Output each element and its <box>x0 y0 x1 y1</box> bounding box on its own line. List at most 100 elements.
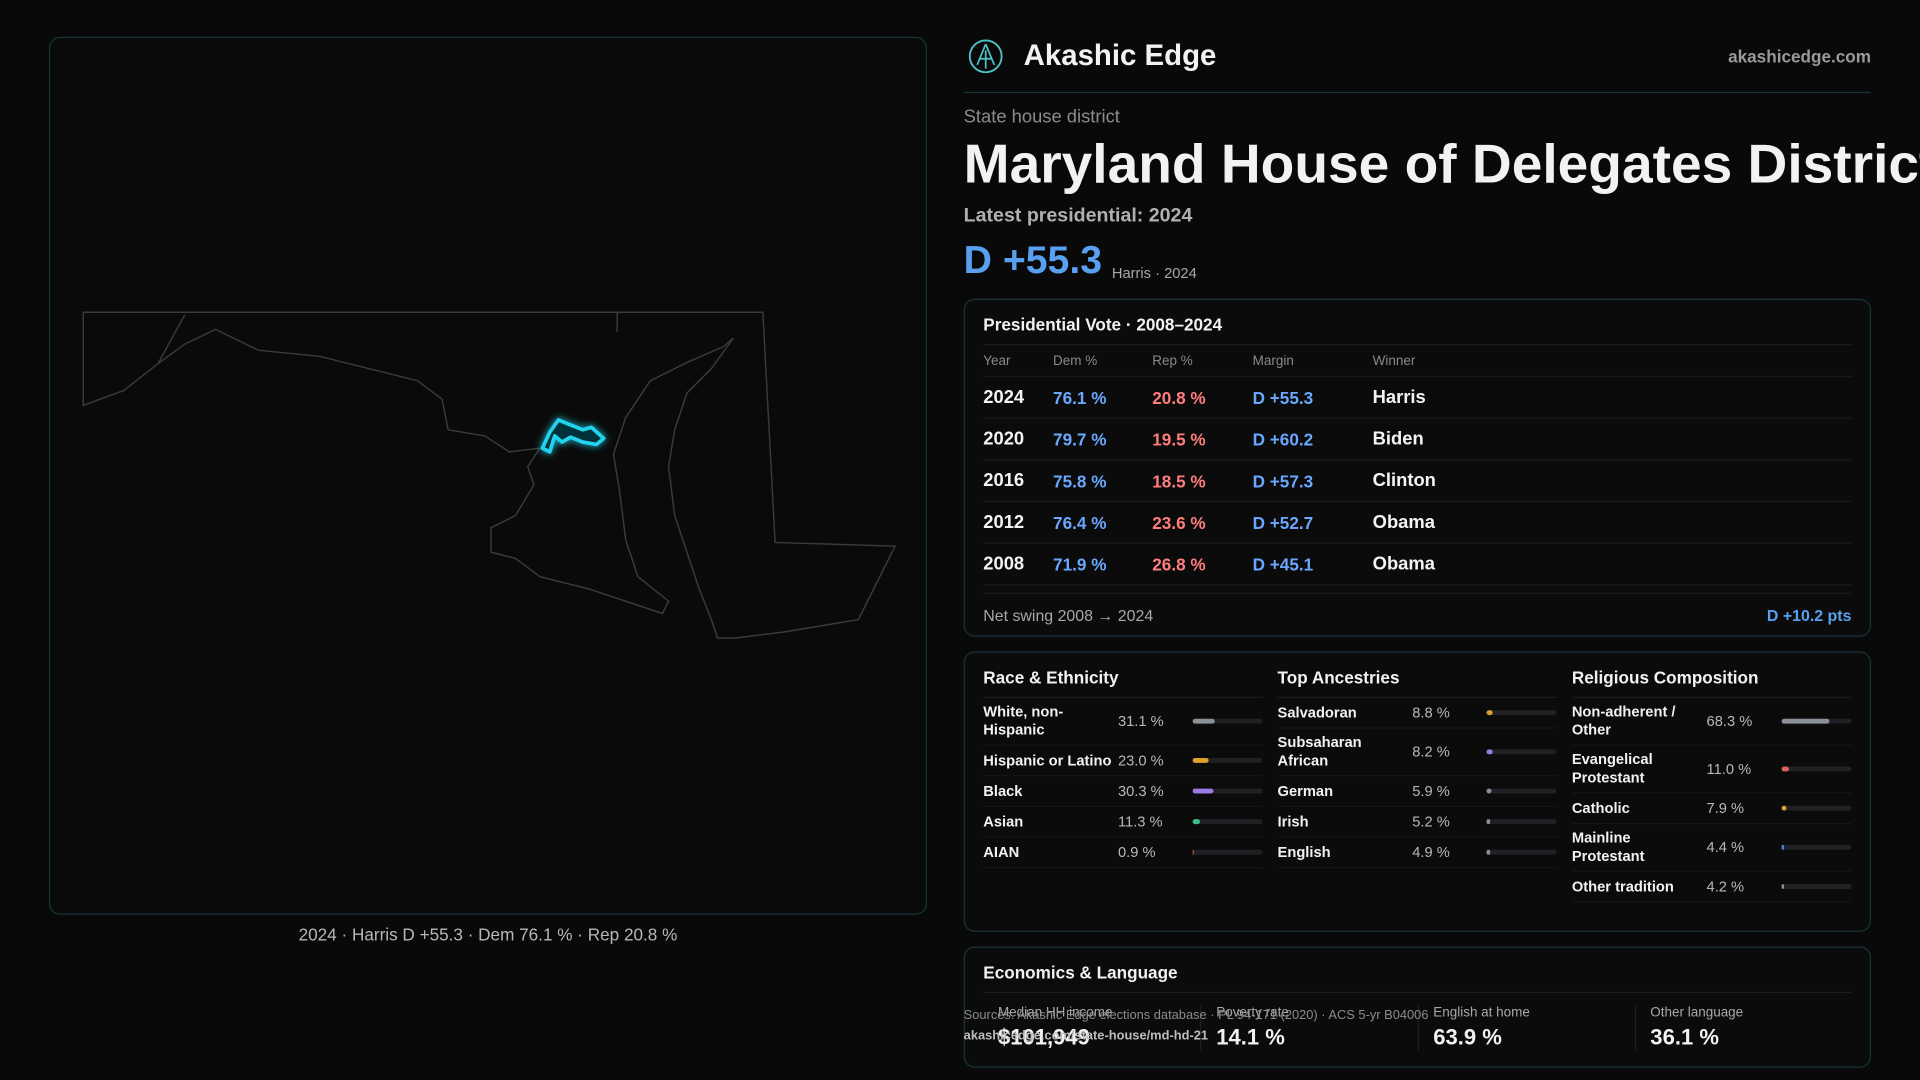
table-cell: Biden <box>1372 428 1424 450</box>
row-label: Evangelical Protestant <box>1571 750 1653 787</box>
group-row: Irish 5.2 % <box>1277 807 1558 838</box>
row-label: White, non-Hispanic <box>983 702 1064 739</box>
bar <box>1781 844 1785 850</box>
row-value: 68.3 % <box>1706 712 1753 730</box>
bar <box>1192 819 1201 825</box>
row-value: 5.9 % <box>1412 782 1450 800</box>
row-value: 30.3 % <box>1117 782 1164 800</box>
bar <box>1486 749 1493 755</box>
table-cell: 76.1 % <box>1053 387 1107 408</box>
bar-track <box>1192 757 1263 763</box>
swing-value: D +10.2 pts <box>1766 605 1852 624</box>
footer: Sources: Akashic Edge elections database… <box>964 1005 1429 1047</box>
bar <box>1192 718 1215 724</box>
group-row: German 5.9 % <box>1277 776 1558 807</box>
group-column: Race & Ethnicity White, non-Hispanic 31.1 … <box>983 653 1263 931</box>
table-cell: D +57.3 <box>1252 470 1314 491</box>
group-column: Religious Composition Non-adherent / Othe… <box>1571 653 1852 931</box>
stat: Median HH income $101,949 <box>983 1005 1200 1050</box>
row-value: 8.2 % <box>1412 743 1450 761</box>
bar-track <box>1486 788 1557 794</box>
stat-value: 36.1 % <box>1650 1024 1719 1050</box>
table-row: 2012 76.4 % 23.6 % D +52.7 Obama <box>983 502 1852 544</box>
row-value: 23.0 % <box>1117 751 1164 769</box>
bar <box>1486 849 1491 855</box>
bar <box>1192 849 1194 855</box>
group-row: White, non-Hispanic 31.1 % <box>983 698 1263 746</box>
row-label: Other tradition <box>1571 877 1674 895</box>
row-value: 4.2 % <box>1706 877 1745 896</box>
map-caption: 2024 · Harris D +55.3 · Dem 76.1 % · Rep… <box>298 924 678 945</box>
bar <box>1486 819 1491 825</box>
table-cell: 75.8 % <box>1053 470 1107 491</box>
row-label: Irish <box>1277 812 1309 830</box>
row-label: Asian <box>983 812 1024 830</box>
bar <box>1781 766 1789 772</box>
presidential-panel: Presidential Vote · 2008–2024 Year Dem % R… <box>963 298 1872 637</box>
demographics-panel: Race & Ethnicity White, non-Hispanic 31.1 … <box>963 651 1872 932</box>
table-cell: 2024 <box>983 386 1025 408</box>
row-value: 31.1 % <box>1117 712 1164 730</box>
bar <box>1781 718 1829 724</box>
bar-track <box>1781 884 1852 889</box>
table-cell: 26.8 % <box>1152 554 1206 574</box>
latest-margin: D +55.3 <box>963 237 1103 282</box>
bar-track <box>1781 844 1852 850</box>
panel-title: Presidential Vote · 2008–2024 <box>983 300 1852 346</box>
stat-value: 14.1 % <box>1216 1024 1285 1050</box>
bar-track <box>1486 819 1557 825</box>
column-header: Rep % <box>1152 353 1193 368</box>
row-value: 8.8 % <box>1412 704 1450 722</box>
stat-label: Median HH income <box>997 1005 1113 1020</box>
group-row: Non-adherent / Other 68.3 % <box>1571 698 1852 746</box>
group-row: English 4.9 % <box>1277 838 1558 869</box>
state-outline <box>82 311 897 639</box>
row-label: Non-adherent / Other <box>1571 702 1676 739</box>
table-cell: 18.5 % <box>1152 470 1206 491</box>
row-value: 4.4 % <box>1706 838 1745 856</box>
row-label: German <box>1277 781 1334 799</box>
table-header: Year Dem % Rep % Margin Winner <box>983 345 1852 378</box>
bar-track <box>1486 710 1557 716</box>
district-title: Maryland House of Delegates District 21 <box>963 132 1920 195</box>
table-cell: D +60.2 <box>1252 429 1314 449</box>
table-cell: D +52.7 <box>1252 512 1314 533</box>
table-row: 2008 71.9 % 26.8 % D +45.1 Obama <box>983 544 1852 586</box>
bar <box>1781 884 1785 889</box>
table-cell: Harris <box>1372 386 1426 408</box>
row-label: Salvadoran <box>1277 703 1357 721</box>
site-url: akashicedge.com <box>1728 46 1872 67</box>
swing-row: Net swing 2008 → 2024 D +10.2 pts <box>983 592 1852 636</box>
bar <box>1486 710 1494 716</box>
stat-label: Other language <box>1650 1005 1744 1020</box>
group-row: Catholic 7.9 % <box>1571 793 1852 825</box>
economics-grid: Median HH income $101,949 Poverty rate 14.1… <box>983 993 1851 1051</box>
stat: English at home 63.9 % <box>1417 1005 1634 1051</box>
group-row: Subsaharan African 8.2 % <box>1277 729 1558 777</box>
table-cell: 23.6 % <box>1152 512 1206 533</box>
latest-label: Latest presidential: 2024 <box>963 205 1193 227</box>
divider <box>963 91 1872 94</box>
group-column: Top Ancestries Salvadoran 8.8 % Subsaharan … <box>1277 653 1558 931</box>
logo <box>968 39 1003 74</box>
group-row: Salvadoran 8.8 % <box>1277 698 1558 729</box>
bar-track <box>1192 788 1263 794</box>
map-panel <box>48 36 927 915</box>
column-header: Margin <box>1252 353 1294 368</box>
bar-track <box>1781 718 1852 724</box>
column-header: Winner <box>1372 353 1416 368</box>
stat: Other language 36.1 % <box>1634 1005 1851 1051</box>
map <box>82 311 897 639</box>
panel-title: Economics & Language <box>983 948 1852 994</box>
stat-label: Poverty rate <box>1216 1005 1289 1020</box>
row-label: English <box>1277 843 1331 861</box>
bar-track <box>1486 849 1557 855</box>
table-cell: 2012 <box>983 511 1025 533</box>
group-row: Mainline Protestant 4.4 % <box>1571 824 1852 872</box>
group-title: Top Ancestries <box>1277 653 1558 698</box>
row-label: Subsaharan African <box>1277 733 1362 769</box>
stat-value: $101,949 <box>997 1024 1090 1050</box>
sources: Sources: Akashic Edge elections database… <box>963 1007 1429 1023</box>
